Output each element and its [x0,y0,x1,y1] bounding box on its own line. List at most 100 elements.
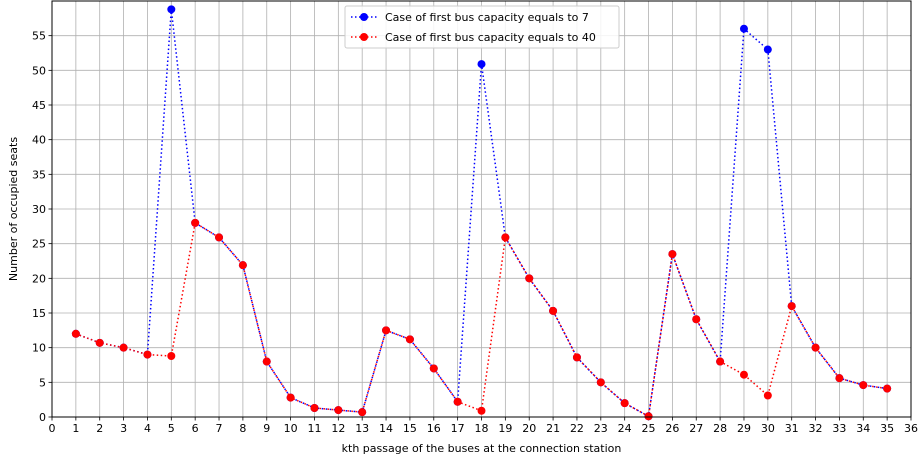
x-tick-label: 30 [761,422,775,435]
x-tick-label: 19 [498,422,512,435]
data-point [334,406,343,415]
data-point [859,381,868,390]
data-point [787,302,796,311]
x-tick-label: 28 [713,422,727,435]
y-tick-label: 50 [32,64,46,77]
x-tick-label: 36 [904,422,918,435]
data-point [71,329,80,338]
y-tick-label: 5 [39,376,46,389]
x-tick-label: 6 [192,422,199,435]
data-point [596,378,605,387]
data-point [572,353,581,362]
data-point [668,250,677,259]
data-point [382,326,391,335]
data-point [620,399,629,408]
series-layer [71,5,892,421]
data-point [811,343,820,352]
y-tick-label: 10 [32,342,46,355]
data-point [763,391,772,400]
x-tick-label: 25 [642,422,656,435]
data-point [238,261,247,270]
x-tick-label: 0 [49,422,56,435]
data-point [167,5,176,14]
x-tick-label: 18 [475,422,489,435]
x-tick-label: 11 [307,422,321,435]
y-tick-label: 0 [39,411,46,424]
axis-ticks: 0 1 2 3 4 5 6 7 8 9 10 11 12 13 14 15 16 17 18 19 20 21 22 23 24… [32,30,918,435]
x-tick-label: 14 [379,422,393,435]
x-tick-label: 24 [618,422,632,435]
x-tick-label: 16 [427,422,441,435]
data-point [739,24,748,33]
x-tick-label: 27 [689,422,703,435]
x-tick-label: 12 [331,422,345,435]
data-point [835,374,844,383]
x-tick-label: 35 [880,422,894,435]
x-tick-label: 9 [263,422,270,435]
data-point [549,306,558,315]
data-point [763,45,772,54]
data-point [167,351,176,360]
y-tick-label: 55 [32,30,46,43]
x-tick-label: 7 [216,422,223,435]
legend-marker-red [360,33,368,41]
legend-label-capacity-7: Case of first bus capacity equals to 7 [385,11,589,24]
x-tick-label: 29 [737,422,751,435]
legend-marker-blue [360,13,368,21]
y-tick-label: 35 [32,168,46,181]
x-tick-label: 8 [239,422,246,435]
data-point [143,350,152,359]
legend-entry: Case of first bus capacity equals to 7 [351,11,589,24]
series-line [75,221,888,418]
x-tick-label: 17 [451,422,465,435]
y-tick-label: 40 [32,134,46,147]
data-point [716,357,725,366]
x-tick-label: 33 [832,422,846,435]
x-tick-label: 1 [72,422,79,435]
data-point [477,406,486,415]
x-tick-label: 32 [809,422,823,435]
x-tick-label: 34 [856,422,870,435]
x-tick-label: 31 [785,422,799,435]
data-point [477,60,486,69]
y-tick-label: 15 [32,307,46,320]
data-point [525,274,534,283]
x-tick-label: 22 [570,422,584,435]
data-point [95,338,104,347]
y-tick-label: 45 [32,99,46,112]
data-point [286,393,295,402]
x-tick-label: 13 [355,422,369,435]
x-tick-label: 20 [522,422,536,435]
legend-entry: Case of first bus capacity equals to 40 [351,31,596,44]
data-point [883,384,892,393]
x-tick-label: 2 [96,422,103,435]
plot-frame [51,0,912,418]
data-point [405,335,414,344]
data-point [358,408,367,417]
data-point [644,412,653,421]
y-tick-label: 25 [32,238,46,251]
y-axis-label: Number of occupied seats [7,137,20,281]
data-point [119,343,128,352]
data-point [501,233,510,242]
data-point [739,370,748,379]
data-point [262,357,271,366]
x-axis-label: kth passage of the buses at the connecti… [342,442,622,455]
series-1 [71,218,892,421]
legend: Case of first bus capacity equals to 7 C… [344,5,620,49]
x-tick-label: 5 [168,422,175,435]
data-point [215,233,224,242]
legend-box [344,5,620,49]
x-tick-label: 4 [144,422,151,435]
data-point [310,403,319,412]
x-tick-label: 3 [120,422,127,435]
x-tick-label: 26 [665,422,679,435]
x-tick-label: 21 [546,422,560,435]
x-tick-label: 23 [594,422,608,435]
x-tick-label: 10 [284,422,298,435]
x-tick-label: 15 [403,422,417,435]
y-tick-label: 30 [32,203,46,216]
data-point [429,364,438,373]
data-point [453,397,462,406]
